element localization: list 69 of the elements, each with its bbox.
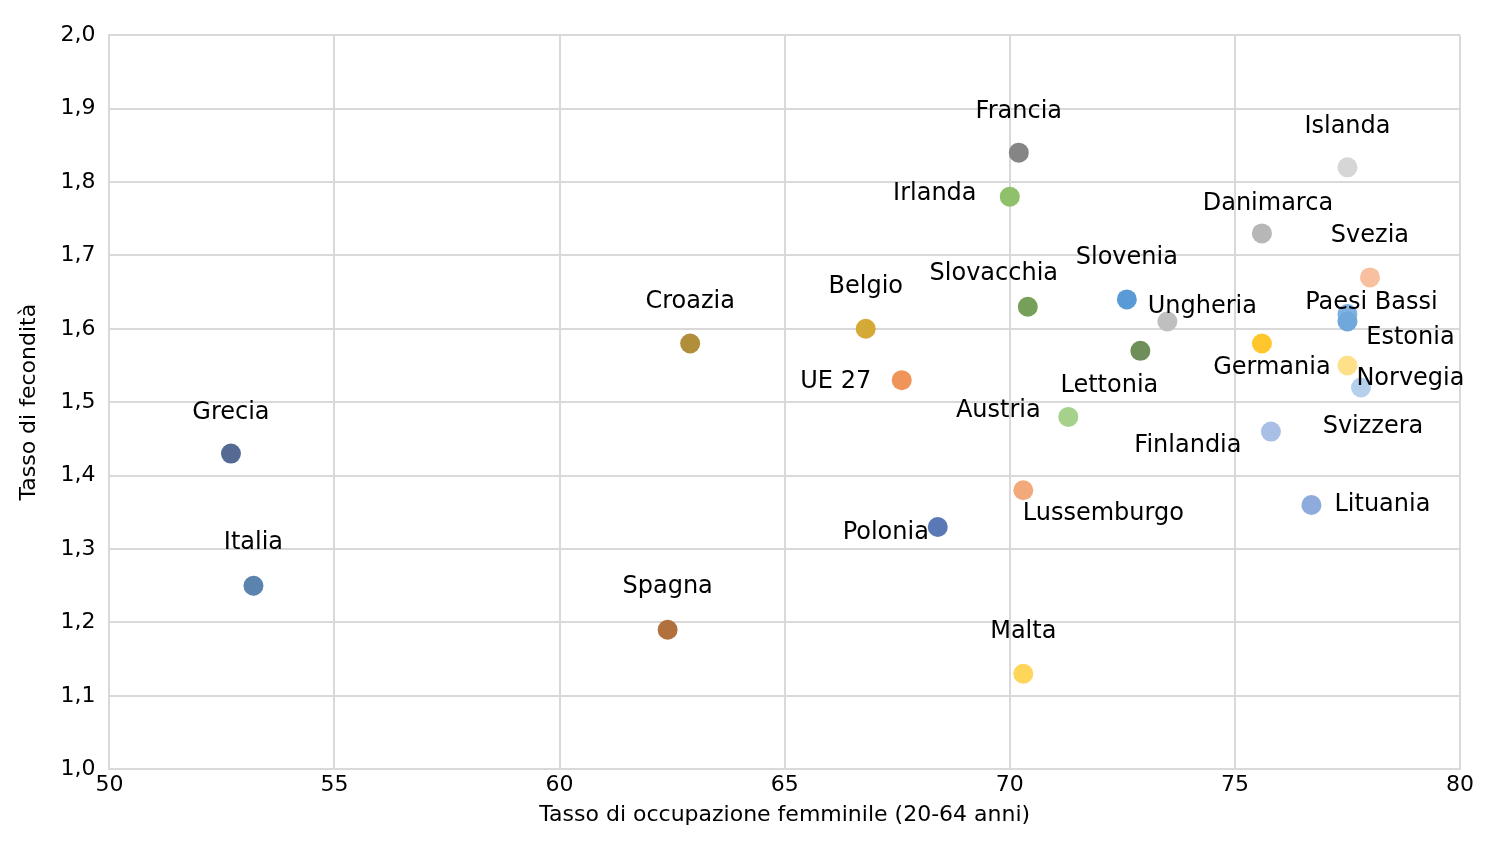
x-tick-label: 70 (995, 771, 1024, 797)
point (1116, 289, 1137, 310)
series-label: Slovenia (1075, 241, 1178, 270)
series-label: Irlanda (893, 177, 977, 206)
series-label: UE 27 (800, 366, 872, 395)
series-label: Lussemburgo (1022, 497, 1184, 526)
y-tick-label: 1,5 (60, 387, 96, 413)
x-tick-label: 65 (770, 771, 799, 797)
series-label: Ungheria (1147, 290, 1257, 319)
x-tick-label: 80 (1446, 771, 1474, 797)
x-tick-label: 60 (545, 771, 574, 797)
series-label: Polonia (842, 517, 929, 546)
series-label: Grecia (192, 396, 270, 425)
series-label: Danimarca (1202, 187, 1334, 216)
series-label: Slovacchia (929, 258, 1059, 287)
point (999, 186, 1020, 207)
series-label: Germania (1213, 351, 1331, 380)
series-label: Svezia (1330, 219, 1410, 248)
point (1017, 296, 1038, 317)
series-label: Spagna (622, 570, 713, 599)
point (855, 318, 876, 339)
y-tick-label: 1,7 (60, 241, 96, 267)
series-label: Norvegia (1356, 362, 1465, 391)
point (1301, 494, 1322, 515)
y-tick-label: 1,2 (60, 608, 96, 634)
y-tick-label: 1,1 (60, 681, 96, 707)
point (1008, 142, 1029, 163)
y-tick-label: 1,6 (60, 314, 96, 340)
series-label: Svizzera (1322, 410, 1424, 439)
y-axis-title: Tasso di fecondità (14, 303, 40, 502)
point (1337, 311, 1358, 332)
series-label: Croazia (645, 285, 735, 314)
series-label: Estonia (1366, 321, 1455, 350)
point (657, 619, 678, 640)
point (1251, 223, 1272, 244)
series-label: Finlandia (1134, 429, 1242, 458)
point (1337, 355, 1358, 376)
y-tick-label: 1,8 (60, 167, 96, 193)
x-tick-label: 50 (95, 771, 124, 797)
point (1359, 267, 1380, 288)
point (243, 575, 264, 596)
point (1058, 406, 1079, 427)
point (1337, 157, 1358, 178)
series-label: Francia (975, 95, 1063, 124)
series-label: Malta (990, 616, 1057, 645)
series-label: Austria (955, 395, 1041, 424)
point (927, 516, 948, 537)
y-tick-label: 1,9 (60, 94, 96, 120)
series-label: Belgio (828, 271, 903, 300)
series-label: Paesi Bassi (1305, 287, 1438, 316)
series-label: Lituania (1334, 489, 1431, 518)
series-label: Lettonia (1060, 370, 1159, 399)
point (680, 333, 701, 354)
series-label: Islanda (1304, 110, 1391, 139)
point (1130, 340, 1151, 361)
series-label: Italia (223, 526, 284, 555)
point (891, 370, 912, 391)
point (1260, 421, 1281, 442)
point (1251, 333, 1272, 354)
x-axis-title: Tasso di occupazione femminile (20-64 anni) (538, 800, 1031, 826)
y-tick-label: 1,3 (60, 534, 96, 560)
y-tick-label: 2,0 (60, 20, 96, 46)
point (1013, 663, 1034, 684)
y-tick-label: 1,4 (60, 461, 96, 487)
point (1013, 480, 1034, 501)
x-tick-label: 55 (320, 771, 349, 797)
point (220, 443, 241, 464)
y-tick-label: 1,0 (60, 754, 96, 780)
x-tick-label: 75 (1220, 771, 1249, 797)
